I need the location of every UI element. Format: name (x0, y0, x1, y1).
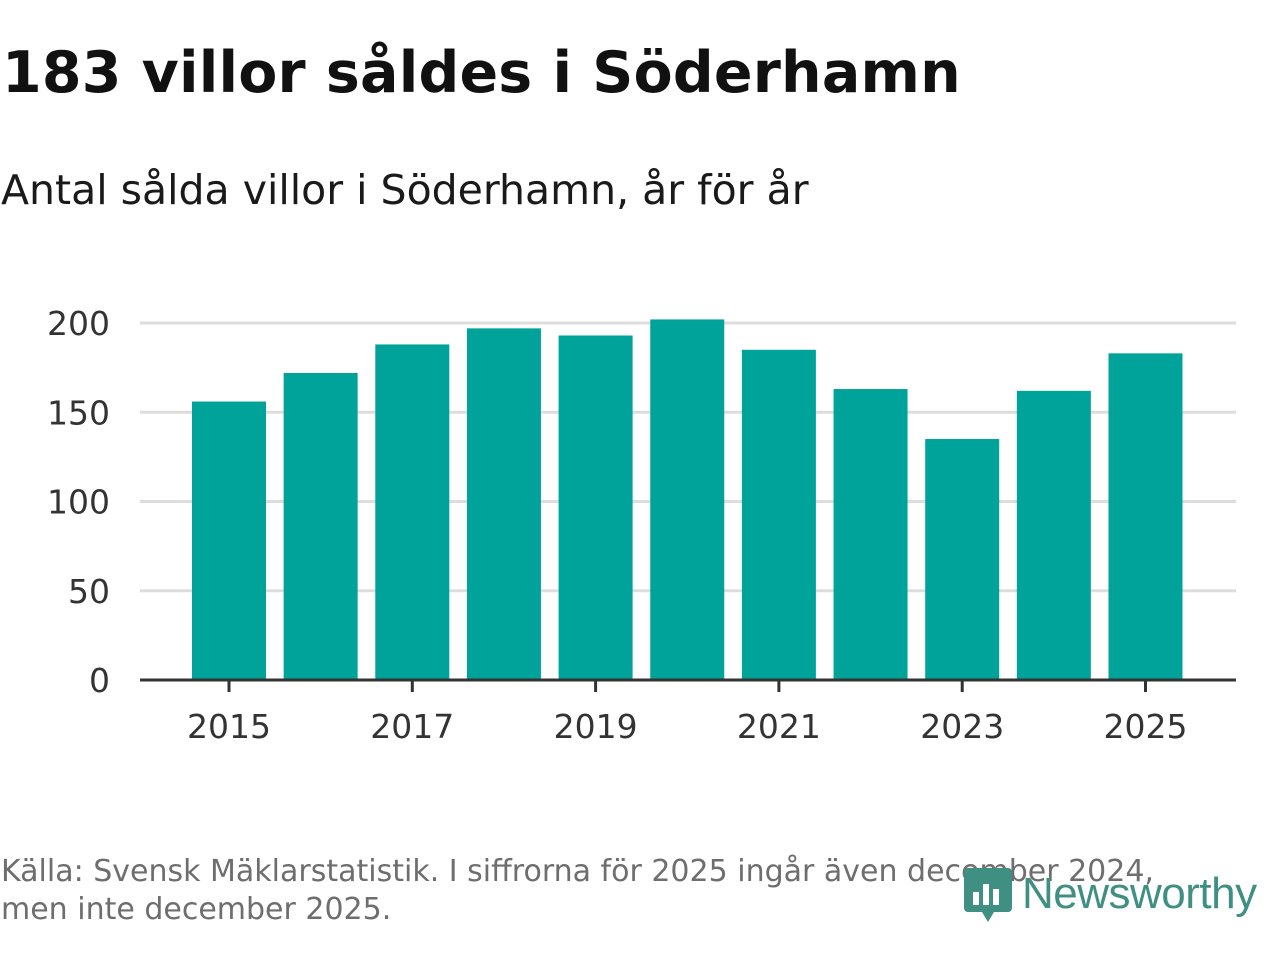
bar-2016 (283, 372, 358, 680)
bar-2020 (650, 319, 725, 680)
bar-2015 (192, 401, 266, 680)
chart-subtitle: Antal sålda villor i Söderhamn, år för å… (1, 166, 809, 214)
x-tick-label-2023: 2023 (920, 707, 1004, 746)
bar-2022 (833, 389, 908, 680)
x-tick-label-2015: 2015 (187, 707, 271, 746)
x-tick-label-2025: 2025 (1104, 707, 1188, 746)
y-tick-label-100: 100 (47, 483, 110, 522)
bar-2018 (466, 328, 541, 680)
bar-2023 (925, 439, 1000, 680)
bar-2024 (1016, 390, 1091, 680)
newsworthy-logo-icon (964, 868, 1012, 922)
y-tick-label-200: 200 (47, 304, 110, 343)
y-tick-label-150: 150 (47, 393, 110, 432)
source-note: Källa: Svensk Mäklarstatistik. I siffror… (1, 854, 1154, 927)
chart-title: 183 villor såldes i Söderhamn (2, 40, 961, 106)
newsworthy-logo: Newsworthy (962, 862, 1257, 926)
bar-2021 (741, 349, 816, 680)
bar-chart: 0 50 100 150 200 2015 2017 2019 2021 2023 2025 (47, 304, 1236, 746)
y-tick-label-50: 50 (68, 572, 110, 611)
x-tick-label-2019: 2019 (554, 707, 638, 746)
x-tick-label-2021: 2021 (737, 707, 821, 746)
bar-2025 (1108, 353, 1183, 680)
x-tick-label-2017: 2017 (370, 707, 454, 746)
logo-text: Newsworthy (1022, 869, 1257, 918)
bar-2017 (375, 344, 450, 680)
bar-2019 (558, 335, 633, 680)
y-tick-label-0: 0 (89, 661, 110, 700)
